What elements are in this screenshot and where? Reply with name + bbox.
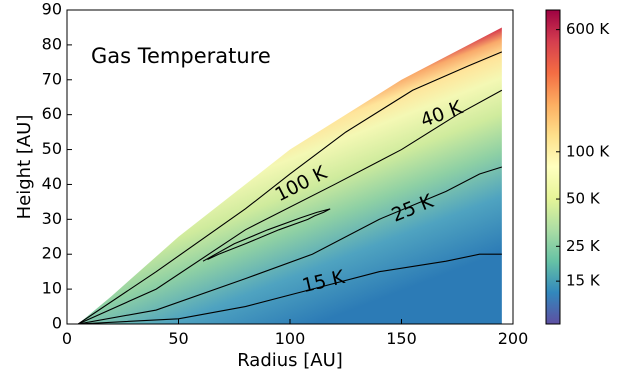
y-tick-label: 80 (42, 34, 62, 53)
colorbar-ticks: 600 K 100 K 50 K 25 K 15 K (556, 20, 610, 290)
x-tick-label: 50 (168, 329, 188, 348)
contour-loop (202, 208, 331, 262)
contour-15k (78, 253, 502, 324)
x-axis-label: Radius [AU] (237, 350, 343, 371)
y-tick-label: 60 (42, 104, 62, 123)
x-tick-label: 150 (386, 329, 417, 348)
y-tick-label: 40 (42, 174, 62, 193)
y-tick-label: 70 (42, 69, 62, 88)
colorbar-tick-label: 50 K (566, 190, 601, 208)
contour-40k (77, 89, 503, 324)
disk-temperature-map (78, 27, 502, 324)
colorbar-tick-label: 15 K (566, 272, 601, 290)
y-tick-label: 30 (42, 209, 62, 228)
contour-25k (78, 166, 503, 324)
x-axis-ticks: 0 50 100 150 200 (62, 319, 528, 348)
x-tick-label: 200 (498, 329, 529, 348)
x-tick-label: 0 (62, 329, 72, 348)
y-axis-ticks: 0 10 20 30 40 50 60 70 80 90 (42, 0, 72, 333)
colorbar-tick-label: 100 K (566, 142, 610, 160)
y-tick-label: 20 (42, 244, 62, 263)
y-tick-label: 50 (42, 139, 62, 158)
colorbar-tick-label: 25 K (566, 237, 601, 255)
colorbar-tick-label: 600 K (566, 20, 610, 38)
chart-title: Gas Temperature (91, 44, 271, 68)
colorbar-gradient (545, 9, 561, 325)
y-tick-label: 10 (42, 279, 62, 298)
contour-100k (77, 51, 503, 324)
y-axis-label: Height [AU] (14, 115, 35, 220)
colorbar: 600 K 100 K 50 K 25 K 15 K (545, 9, 610, 325)
y-tick-label: 90 (42, 0, 62, 19)
y-tick-label: 0 (52, 314, 62, 333)
x-tick-label: 100 (275, 329, 306, 348)
